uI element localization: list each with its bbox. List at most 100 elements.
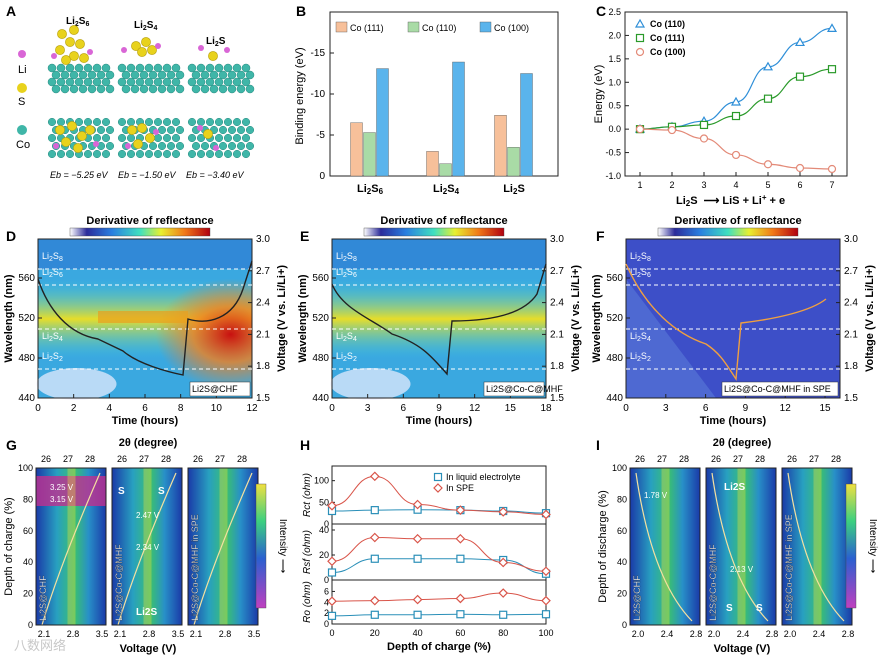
- data-point: [541, 566, 551, 577]
- y-tick-label: 1.5: [608, 54, 621, 64]
- data-point: [730, 96, 742, 106]
- co-atom: [69, 70, 79, 80]
- co-atom: [175, 70, 185, 80]
- co-atom: [47, 77, 57, 87]
- co-atom: [218, 84, 228, 94]
- co-atom: [47, 117, 57, 127]
- strip-bg: [188, 468, 258, 625]
- species-label: Li2S6: [42, 267, 63, 279]
- co-atom: [162, 149, 172, 159]
- strip-frame: [35, 467, 107, 626]
- strip-sample-label: Li2S@Co-C@MHF: [114, 544, 124, 621]
- data-point: [412, 594, 423, 605]
- co-atom: [171, 63, 181, 73]
- y2-axis-label: Voltage (V vs. Li/Li+): [864, 265, 876, 372]
- x-tick-label: 2.1: [38, 629, 51, 639]
- co-atom: [101, 133, 111, 143]
- data-point: [699, 134, 709, 143]
- legend-marker: [635, 33, 645, 43]
- y-axis-label: Depth of charge (%): [3, 497, 15, 595]
- s-atom: [127, 125, 137, 135]
- co-atom: [153, 133, 163, 143]
- co-atom: [148, 70, 158, 80]
- species-label-li2s: Li2S: [206, 36, 226, 48]
- y-axis-label: Ro (ohm): [302, 581, 313, 623]
- y-tick-label: 0: [324, 575, 329, 585]
- species-label: Li2S6: [630, 267, 651, 279]
- co-atom: [117, 117, 127, 127]
- co-atom: [144, 63, 154, 73]
- li-atom: [125, 143, 131, 149]
- peak-label: S: [726, 603, 733, 614]
- data-point: [499, 610, 508, 619]
- species-label-li2s6: Li2S6: [66, 16, 89, 28]
- legend-label: Co (100): [494, 23, 529, 33]
- legend-label: Co (110): [650, 19, 685, 29]
- y-tick-label: 0: [324, 519, 329, 529]
- intensity-colorbar: Intensity ⟶: [845, 483, 878, 609]
- co-atom: [126, 77, 136, 87]
- series-line: [331, 536, 547, 572]
- x-tick-label: 9: [436, 403, 442, 414]
- co-atom: [51, 84, 61, 94]
- data-point: [369, 532, 380, 543]
- data-point: [763, 94, 773, 103]
- co-atom: [51, 70, 61, 80]
- s-atom: [75, 39, 85, 49]
- co-atom: [87, 70, 97, 80]
- co-atom: [171, 77, 181, 87]
- co-atom: [166, 70, 176, 80]
- atom-legend-s: S: [18, 96, 25, 108]
- strip-peak: [737, 468, 746, 625]
- co-atom: [83, 63, 93, 73]
- x-tick-label: 6: [703, 403, 709, 414]
- legend-label: Co (110): [422, 23, 456, 33]
- co-atom: [101, 149, 111, 159]
- x-tick-label: 0: [329, 403, 335, 414]
- y-tick-label: 560: [18, 273, 35, 284]
- y2-tick-label: 2.1: [844, 329, 858, 340]
- co-atom: [175, 84, 185, 94]
- li-atom-swatch: [18, 50, 26, 58]
- y-tick-label: 60: [617, 526, 627, 536]
- data-point: [498, 588, 509, 598]
- co-atom: [196, 63, 206, 73]
- data-point: [370, 610, 379, 619]
- panel-letter-c: C: [596, 3, 606, 19]
- theta-tick-label: 27: [657, 454, 667, 464]
- co-atom: [223, 77, 233, 87]
- li-atom: [87, 49, 93, 55]
- species-label: Li2S2: [42, 351, 63, 363]
- xrd-strip: 26 27 28 2.0 2.4 2.8 Li2S@Co-C@MHF 2.13 V Li2S S S: [705, 454, 778, 639]
- x-tick-li2s: Li2S: [503, 183, 525, 196]
- s-atom: [55, 125, 65, 135]
- co-atom: [245, 125, 255, 135]
- co-atom: [241, 63, 251, 73]
- data-point: [667, 125, 677, 135]
- species-label: Li2S4: [42, 331, 63, 343]
- y-ticks: 0 -5 -10 -15: [311, 48, 334, 182]
- y-tick-label: 50: [319, 497, 329, 507]
- s-atom: [55, 45, 65, 55]
- species-label: Li2S4: [630, 331, 651, 343]
- co-atom: [83, 117, 93, 127]
- x-tick-label: 80: [498, 628, 508, 638]
- co-atom: [139, 84, 149, 94]
- y2-tick-label: 1.5: [256, 393, 270, 404]
- co-atom: [200, 70, 210, 80]
- co-atom: [209, 70, 219, 80]
- li-atom: [121, 47, 127, 53]
- co-atom: [205, 117, 215, 127]
- co-atom: [105, 125, 115, 135]
- co-atom: [74, 117, 84, 127]
- co-atom: [105, 141, 115, 151]
- peak-label: Li2S: [724, 482, 745, 493]
- x-tick-label: 5: [765, 180, 770, 190]
- co-atom: [78, 70, 88, 80]
- co-atom: [83, 77, 93, 87]
- data-point: [370, 506, 379, 515]
- voltage-trace: [711, 472, 769, 622]
- species-label: Li2S4: [336, 331, 357, 343]
- voltage-note: 3.15 V: [50, 495, 74, 504]
- co-atom: [171, 133, 181, 143]
